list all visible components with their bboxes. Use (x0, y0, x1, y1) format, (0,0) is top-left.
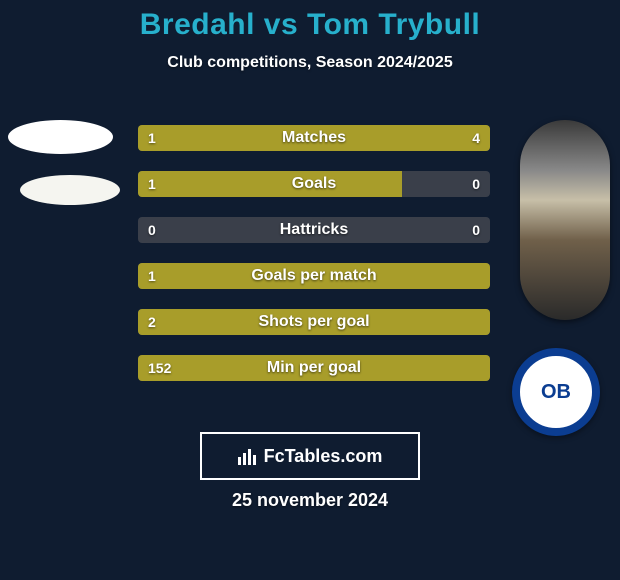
bar-value-left: 1 (148, 125, 156, 151)
brand-text: FcTables.com (264, 446, 383, 467)
bar-label: Goals (138, 171, 490, 197)
player-left-club-placeholder (20, 175, 120, 205)
comparison-bar-row: Goals1 0 (138, 171, 490, 197)
bar-label: Shots per goal (138, 309, 490, 335)
bar-chart-icon (238, 447, 258, 465)
bar-value-left: 1 (148, 171, 156, 197)
bar-value-right: 0 (472, 217, 480, 243)
player-left-avatar-placeholder (8, 120, 113, 154)
bar-value-left: 152 (148, 355, 171, 381)
bar-label: Goals per match (138, 263, 490, 289)
player-right-club-badge: OB (512, 348, 600, 436)
bar-label: Min per goal (138, 355, 490, 381)
bar-label: Matches (138, 125, 490, 151)
brand-box: FcTables.com (200, 432, 420, 480)
bar-value-right: 4 (472, 125, 480, 151)
comparison-bar-row: Shots per goal2 (138, 309, 490, 335)
bar-value-left: 0 (148, 217, 156, 243)
bar-value-left: 1 (148, 263, 156, 289)
bar-value-right: 0 (472, 171, 480, 197)
comparison-bar-row: Hattricks0 0 (138, 217, 490, 243)
player-right-avatar (520, 120, 610, 320)
bar-value-left: 2 (148, 309, 156, 335)
comparison-bar-row: Min per goal152 (138, 355, 490, 381)
infographic-date: 25 november 2024 (0, 490, 620, 511)
comparison-bars: Matches14Goals10Hattricks00Goals per mat… (138, 125, 490, 401)
comparison-bar-row: Goals per match1 (138, 263, 490, 289)
page-subtitle: Club competitions, Season 2024/2025 (0, 54, 620, 72)
page-title: Bredahl vs Tom Trybull (0, 0, 620, 42)
bar-label: Hattricks (138, 217, 490, 243)
comparison-bar-row: Matches1 4 (138, 125, 490, 151)
club-badge-text: OB (529, 365, 583, 419)
comparison-infographic: Bredahl vs Tom Trybull Club competitions… (0, 0, 620, 580)
